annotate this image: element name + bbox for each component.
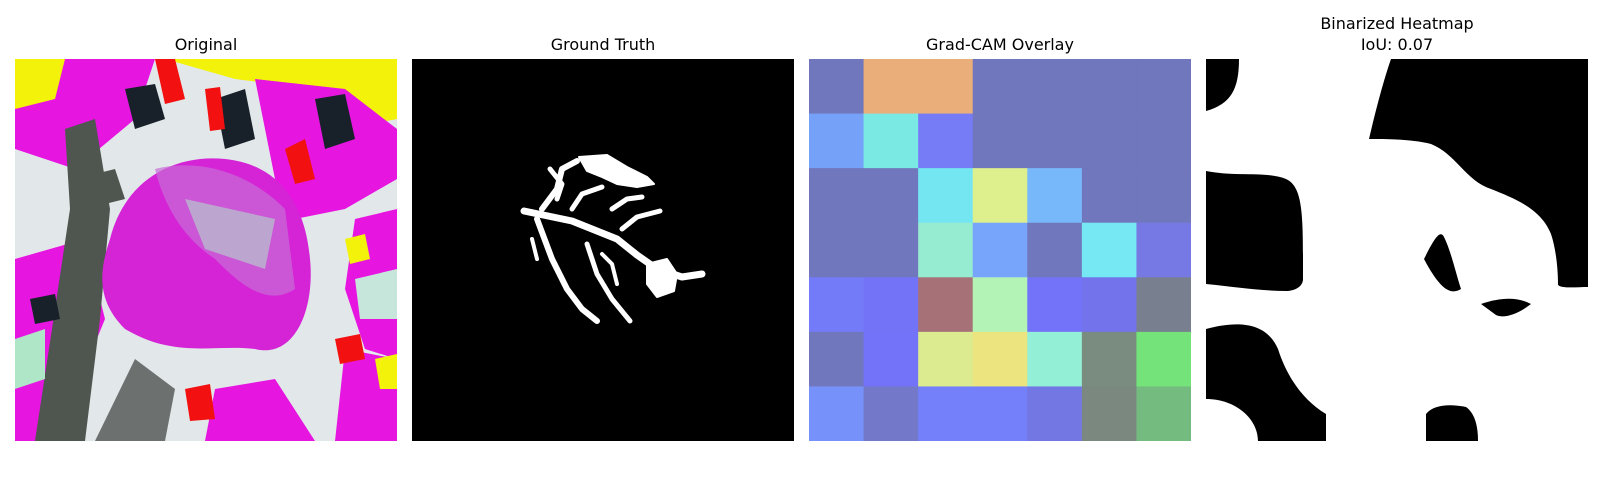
gradcam-cell [1136,113,1191,169]
gradcam-cell [972,222,1028,278]
iou-score: IoU: 0.07 [1360,35,1434,54]
gradcam-cell [918,331,974,387]
gradcam-cell [1027,277,1083,333]
gradcam-cell [972,386,1028,441]
gradcam-cell [1081,113,1137,169]
gradcam-cell [863,277,919,333]
panel-ground-truth: Ground Truth [412,0,794,500]
gradcam-cell [972,277,1028,333]
gradcam-cell [1027,331,1083,387]
panel-gradcam-overlay: Grad-CAM Overlay [809,0,1191,500]
gradcam-cell [1136,277,1191,333]
gradcam-cell [1081,168,1137,224]
gradcam-cell [809,113,865,169]
gradcam-cell [1136,386,1191,441]
panel-title: Ground Truth [550,35,656,54]
gradcam-cell [863,168,919,224]
gradcam-cell [972,331,1028,387]
leaf-photo [15,59,397,441]
binary-heatmap [1206,59,1588,441]
panel-binarized-heatmap: Binarized Heatmap IoU: 0.07 [1206,0,1588,500]
panel-title: Binarized Heatmap [1320,14,1474,33]
panel-original: Original [15,0,397,500]
gradcam-cell [1081,277,1137,333]
gradcam-heatmap [809,59,1191,441]
gradcam-cell [809,331,865,387]
gradcam-cell [809,59,865,115]
gradcam-cell [1136,222,1191,278]
gradcam-cell [1136,168,1191,224]
ground-truth-mask [412,59,794,441]
gradcam-cell [1027,168,1083,224]
gradcam-cell [809,168,865,224]
gradcam-cell [972,113,1028,169]
gradcam-cell [1081,386,1137,441]
gradcam-cell [918,222,974,278]
gradcam-cell [1081,59,1137,115]
gradcam-cell [1081,331,1137,387]
panel-title: Grad-CAM Overlay [926,35,1074,54]
gradcam-cell [863,331,919,387]
gradcam-cell [809,277,865,333]
gradcam-cell [1027,113,1083,169]
gradcam-cell [918,168,974,224]
gradcam-cell [1027,386,1083,441]
panel-title: Original [174,35,238,54]
gradcam-cell [863,59,919,115]
gradcam-cell [918,113,974,169]
gradcam-cell [863,222,919,278]
gradcam-cell [972,59,1028,115]
gradcam-grid [809,59,1191,441]
gradcam-cell [809,386,865,441]
gradcam-cell [1136,331,1191,387]
gradcam-cell [918,59,974,115]
gradcam-cell [1027,222,1083,278]
gradcam-cell [1136,59,1191,115]
gradcam-cell [1081,222,1137,278]
gradcam-cell [1027,59,1083,115]
gradcam-cell [918,277,974,333]
gradcam-cell [863,113,919,169]
gradcam-cell [809,222,865,278]
gradcam-cell [972,168,1028,224]
gradcam-cell [918,386,974,441]
gradcam-cell [863,386,919,441]
